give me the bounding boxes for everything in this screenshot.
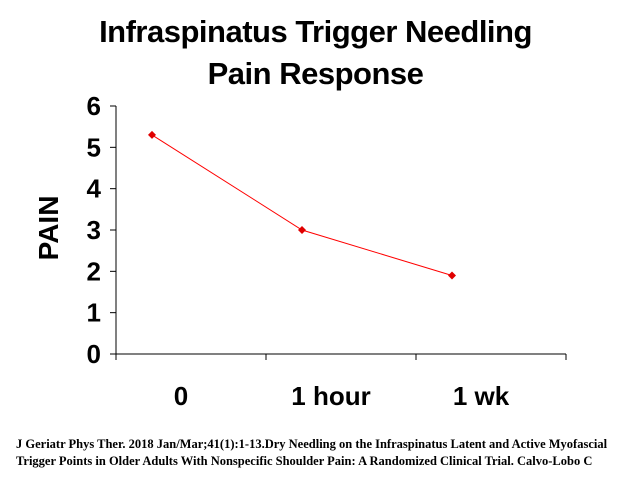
chart-title-line-2: Pain Response [207,56,424,91]
data-series [148,130,456,280]
x-tick-label: 1 wk [453,381,510,411]
x-tick-label: 0 [174,381,188,411]
y-tick-label: 1 [87,298,101,328]
y-tick-label: 3 [87,215,101,245]
chart-title-line-1: Infraspinatus Trigger Needling [99,14,532,49]
citation-line-1: J Geriatr Phys Ther. 2018 Jan/Mar;41(1):… [16,437,608,451]
series-line [151,134,453,276]
x-tick-label: 1 hour [291,381,370,411]
data-point [298,226,306,234]
chart-axes [110,105,567,360]
y-tick-label: 0 [87,339,101,369]
data-point [148,130,156,139]
y-tick-label: 4 [87,174,102,204]
y-tick-labels: 0 1 2 3 4 5 6 [87,91,102,369]
x-tick-labels: 0 1 hour 1 wk [174,381,510,411]
y-axis-label: PAIN [33,196,64,261]
data-point [448,271,456,280]
line-chart: 0 1 2 3 4 5 6 0 1 hour 1 wk PAIN [33,91,567,411]
y-tick-label: 5 [87,132,101,162]
citation-line-2: Trigger Points in Older Adults With Nons… [16,454,593,468]
y-tick-label: 6 [87,91,101,121]
y-tick-label: 2 [87,256,101,286]
